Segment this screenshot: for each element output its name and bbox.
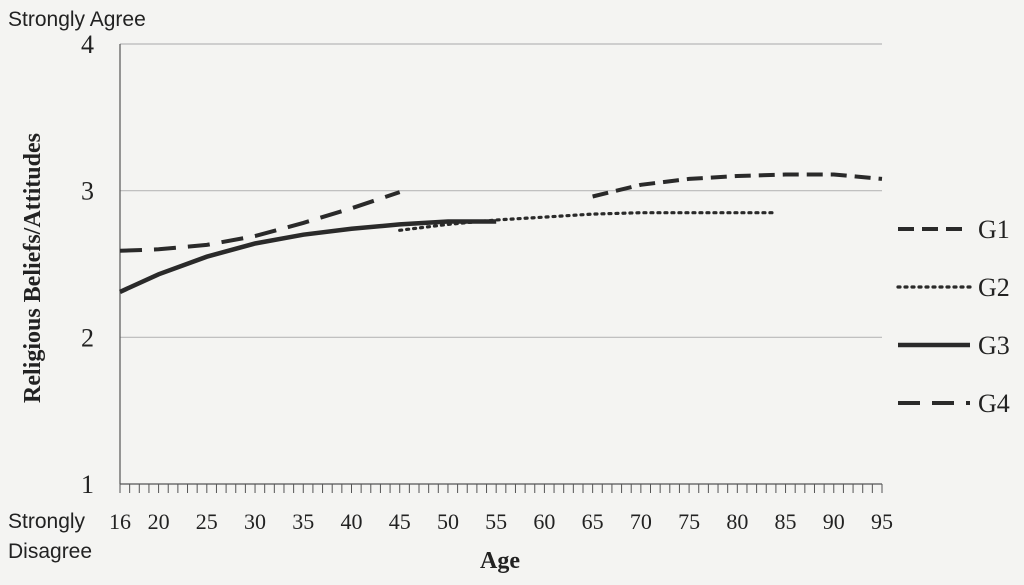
x-tick-label: 16 (109, 509, 131, 534)
bottom-anchor-label-line1: Strongly (8, 510, 86, 533)
series-line-g1 (592, 172, 883, 199)
x-tick-label: 50 (437, 509, 459, 534)
y-tick-label: 2 (81, 323, 94, 352)
x-tick-label: 55 (485, 509, 507, 534)
x-tick-label: 30 (244, 509, 266, 534)
legend-item-g4: G4 (898, 389, 1010, 418)
x-tick-label: 65 (582, 509, 604, 534)
x-tick-label: 95 (871, 509, 893, 534)
legend-item-g2: G2 (896, 273, 1010, 302)
x-tick-label: 35 (292, 509, 314, 534)
x-tick-label: 90 (823, 509, 845, 534)
gridlines (120, 43, 882, 338)
series-line-g3 (119, 219, 497, 294)
x-tick-label: 85 (775, 509, 797, 534)
legend-item-g3: G3 (898, 331, 1010, 360)
series-line-g4 (119, 190, 401, 253)
x-tick-label: 75 (678, 509, 700, 534)
x-tick-label: 70 (630, 509, 652, 534)
y-axis-label: Religious Beliefs/Attitudes (20, 133, 46, 403)
y-tick-label: 1 (81, 470, 94, 499)
legend-item-g1: G1 (898, 215, 1010, 244)
legend-label: G1 (978, 215, 1010, 244)
y-tick-label: 4 (81, 30, 94, 59)
legend-label: G4 (978, 389, 1010, 418)
axes (119, 44, 882, 485)
x-tick-label: 20 (148, 509, 170, 534)
x-axis-label: Age (480, 548, 520, 574)
bottom-anchor-label-line2: Disagree (8, 540, 92, 563)
x-tick-label: 60 (533, 509, 555, 534)
x-axis-ticks: 16 20 25 30 35 40 45 50 55 60 65 70 75 80 85 90 95 (109, 484, 893, 534)
series-lines (119, 172, 883, 294)
legend-label: G2 (978, 273, 1010, 302)
x-tick-label: 40 (340, 509, 362, 534)
y-axis-ticks: 1 2 3 4 (81, 30, 94, 499)
legend: G1 G2 G3 G4 (896, 215, 1010, 418)
y-tick-label: 3 (81, 177, 94, 206)
x-tick-label: 45 (389, 509, 411, 534)
top-anchor-label: Strongly Agree (8, 8, 146, 31)
x-tick-label: 25 (196, 509, 218, 534)
x-tick-label: 80 (726, 509, 748, 534)
legend-label: G3 (978, 331, 1010, 360)
